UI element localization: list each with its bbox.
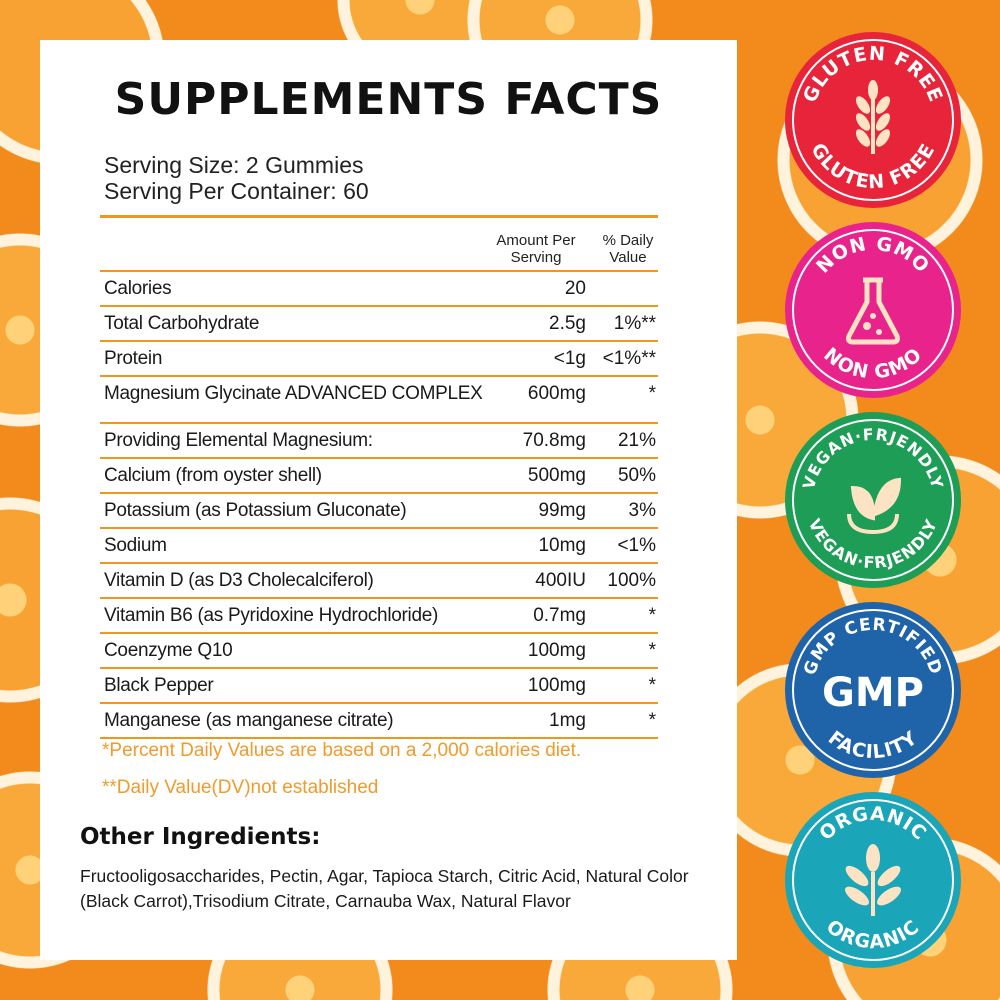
nutrient-daily-value: * xyxy=(648,710,656,731)
plant-icon xyxy=(845,844,901,916)
nutrient-name: Sodium xyxy=(104,535,167,556)
nutrient-name: Providing Elemental Magnesium: xyxy=(104,430,373,451)
facts-table: Amount Per Serving % Daily Value Calorie… xyxy=(100,215,658,739)
header-amount-per-serving: Amount Per Serving xyxy=(496,232,576,266)
table-row: Potassium (as Potassium Gluconate) 99mg … xyxy=(100,492,658,527)
nutrient-daily-value: <1% xyxy=(617,535,656,556)
table-row: Calories 20 xyxy=(100,270,658,305)
gluten-free-badge: GLUTEN FREE GLUTEN FREE xyxy=(783,30,963,210)
nutrient-daily-value: * xyxy=(648,383,656,404)
nutrient-amount: 20 xyxy=(564,278,586,299)
serving-per-container: Serving Per Container: 60 xyxy=(104,178,369,204)
nutrient-amount: <1g xyxy=(553,348,586,369)
nutrient-amount: 400IU xyxy=(535,570,586,591)
nutrient-amount: 99mg xyxy=(538,500,586,521)
flask-icon xyxy=(846,277,900,345)
page-title: SUPPLEMENTS FACTS xyxy=(114,74,663,125)
nutrient-daily-value: 1%** xyxy=(613,313,656,334)
table-row: Manganese (as manganese citrate) 1mg * xyxy=(100,702,658,737)
nutrient-daily-value: * xyxy=(648,605,656,626)
nutrient-amount: 500mg xyxy=(527,465,586,486)
nutrient-name: Calories xyxy=(104,278,172,299)
supplement-facts-panel: SUPPLEMENTS FACTS Serving Size: 2 Gummie… xyxy=(40,40,737,960)
nutrient-name: Protein xyxy=(104,348,163,369)
table-row: Protein <1g <1%** xyxy=(100,340,658,375)
table-row: Sodium 10mg <1% xyxy=(100,527,658,562)
dv-not-established-note: **Daily Value(DV)not established xyxy=(102,777,379,798)
nutrient-daily-value: 100% xyxy=(607,570,656,591)
table-row: Black Pepper 100mg * xyxy=(100,667,658,702)
non-gmo-badge: NON GMO NON GMO xyxy=(783,220,963,400)
nutrient-amount: 1mg xyxy=(549,710,586,731)
leaf-icon xyxy=(847,477,902,535)
nutrient-daily-value: 50% xyxy=(617,465,656,486)
nutrient-name: Potassium (as Potassium Gluconate) xyxy=(104,500,407,521)
nutrient-name: Total Carbohydrate xyxy=(104,313,260,334)
table-top-rule xyxy=(100,215,658,218)
nutrient-name: Manganese (as manganese citrate) xyxy=(104,710,394,731)
table-header: Amount Per Serving % Daily Value xyxy=(100,218,658,270)
nutrient-name: Vitamin B6 (as Pyridoxine Hydrochloride) xyxy=(104,605,439,626)
table-row: Calcium (from oyster shell) 500mg 50% xyxy=(100,457,658,492)
wheat-icon xyxy=(855,80,891,154)
table-row: Total Carbohydrate 2.5g 1%** xyxy=(100,305,658,340)
organic-badge: ORGANIC ORGANIC xyxy=(783,790,963,970)
table-row: Vitamin D (as D3 Cholecalciferol) 400IU … xyxy=(100,562,658,597)
nutrient-amount: 10mg xyxy=(538,535,586,556)
nutrient-daily-value: * xyxy=(648,640,656,661)
vegan-friendly-badge: VEGAN·FRJENDLY VEGAN·FRJENDLY xyxy=(783,410,963,590)
gmp-label: GMP xyxy=(822,670,924,716)
nutrient-name: Vitamin D (as D3 Cholecalciferol) xyxy=(104,570,374,591)
table-row: Vitamin B6 (as Pyridoxine Hydrochloride)… xyxy=(100,597,658,632)
nutrient-name: Coenzyme Q10 xyxy=(104,640,233,661)
nutrient-name: Magnesium Glycinate ADVANCED COMPLEX xyxy=(104,383,483,404)
serving-info: Serving Size: 2 Gummies Serving Per Cont… xyxy=(104,152,369,204)
nutrient-daily-value: 21% xyxy=(617,430,656,451)
nutrient-amount: 600mg xyxy=(527,383,586,404)
nutrient-daily-value: * xyxy=(648,675,656,696)
nutrient-amount: 2.5g xyxy=(549,313,586,334)
nutrient-name: Calcium (from oyster shell) xyxy=(104,465,322,486)
table-bottom-rule xyxy=(100,737,658,739)
nutrient-amount: 100mg xyxy=(527,640,586,661)
other-ingredients-title: Other Ingredients: xyxy=(80,824,321,850)
gmp-certified-badge: GMP CERTIFIED FACILITY GMP xyxy=(783,600,963,780)
table-row: Magnesium Glycinate ADVANCED COMPLEX 600… xyxy=(100,375,658,422)
nutrient-daily-value: 3% xyxy=(628,500,656,521)
percent-dv-note: *Percent Daily Values are based on a 2,0… xyxy=(102,740,582,761)
table-row: Providing Elemental Magnesium: 70.8mg 21… xyxy=(100,422,658,457)
serving-size: Serving Size: 2 Gummies xyxy=(104,152,364,178)
table-row: Coenzyme Q10 100mg * xyxy=(100,632,658,667)
nutrient-amount: 70.8mg xyxy=(522,430,586,451)
other-ingredients-text: Fructooligosaccharides, Pectin, Agar, Ta… xyxy=(80,866,689,911)
nutrient-amount: 100mg xyxy=(527,675,586,696)
nutrient-daily-value: <1%** xyxy=(602,348,656,369)
header-daily-value: % Daily Value xyxy=(602,232,654,266)
nutrient-amount: 0.7mg xyxy=(533,605,586,626)
nutrient-name: Black Pepper xyxy=(104,675,214,696)
